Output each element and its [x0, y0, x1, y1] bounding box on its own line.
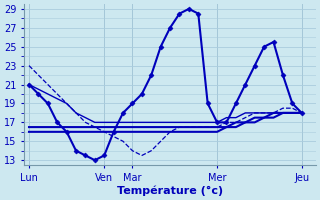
X-axis label: Température (°c): Température (°c) [117, 185, 223, 196]
